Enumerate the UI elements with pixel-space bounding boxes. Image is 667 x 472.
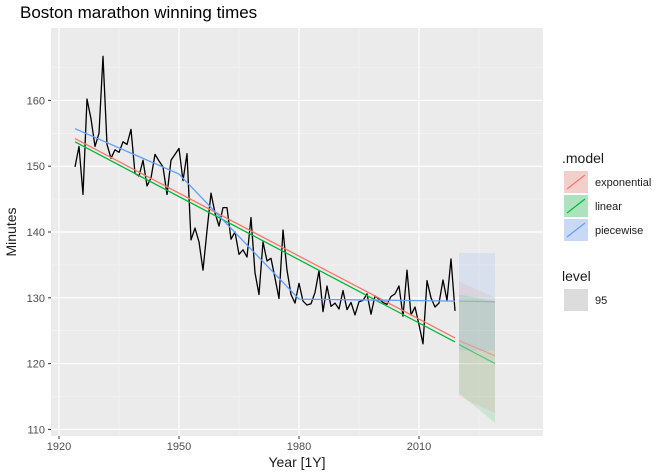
legend-level-keys: 95: [564, 289, 607, 311]
legend-label-linear: linear: [595, 201, 622, 213]
x-axis-title: Year [1Y]: [268, 454, 325, 470]
x-tick-label: 2010: [407, 441, 431, 453]
chart-title: Boston marathon winning times: [20, 3, 257, 22]
legend-key-line: [566, 222, 586, 238]
forecast-intervals: [459, 253, 495, 423]
legend-label-piecewise: piecewise: [595, 225, 643, 237]
legend-model-keys: exponential linear piecewise: [564, 171, 651, 241]
forecast-mean-exponential: [458, 339, 496, 357]
forecast-interval-linear: [459, 294, 495, 423]
y-tick-label: 130: [27, 293, 45, 305]
fitted-line-exponential: [74, 137, 456, 339]
y-tick-label: 150: [27, 161, 45, 173]
legend-key-line: [566, 174, 586, 190]
y-tick-label: 140: [27, 227, 45, 239]
x-tick-label: 1950: [167, 441, 191, 453]
y-axis-title: Minutes: [3, 207, 19, 256]
y-tick-label: 110: [27, 424, 45, 436]
x-tick-label: 1980: [287, 441, 311, 453]
x-axis: 1920 1950 1980 2010: [47, 436, 431, 453]
fitted-line-linear: [74, 141, 456, 343]
legend-level-title: level: [562, 268, 591, 284]
y-tick-label: 160: [27, 95, 45, 107]
forecast-mean-linear: [458, 343, 496, 365]
grid-lines: [51, 28, 543, 436]
legend-label-exponential: exponential: [595, 177, 651, 189]
forecast-mean-piecewise: [458, 300, 496, 303]
legend-level-label: 95: [595, 295, 607, 307]
legend-key-line: [566, 198, 586, 214]
y-axis: 110 120 130 140 150 160: [27, 95, 51, 436]
legend-level-key: [564, 289, 588, 311]
series-lines: [74, 55, 496, 365]
x-tick-label: 1920: [47, 441, 71, 453]
fitted-line-piecewise: [74, 128, 456, 302]
y-tick-label: 120: [27, 359, 45, 371]
forecast-interval-exponential: [459, 281, 495, 413]
legend-model-title: .model: [562, 150, 604, 166]
